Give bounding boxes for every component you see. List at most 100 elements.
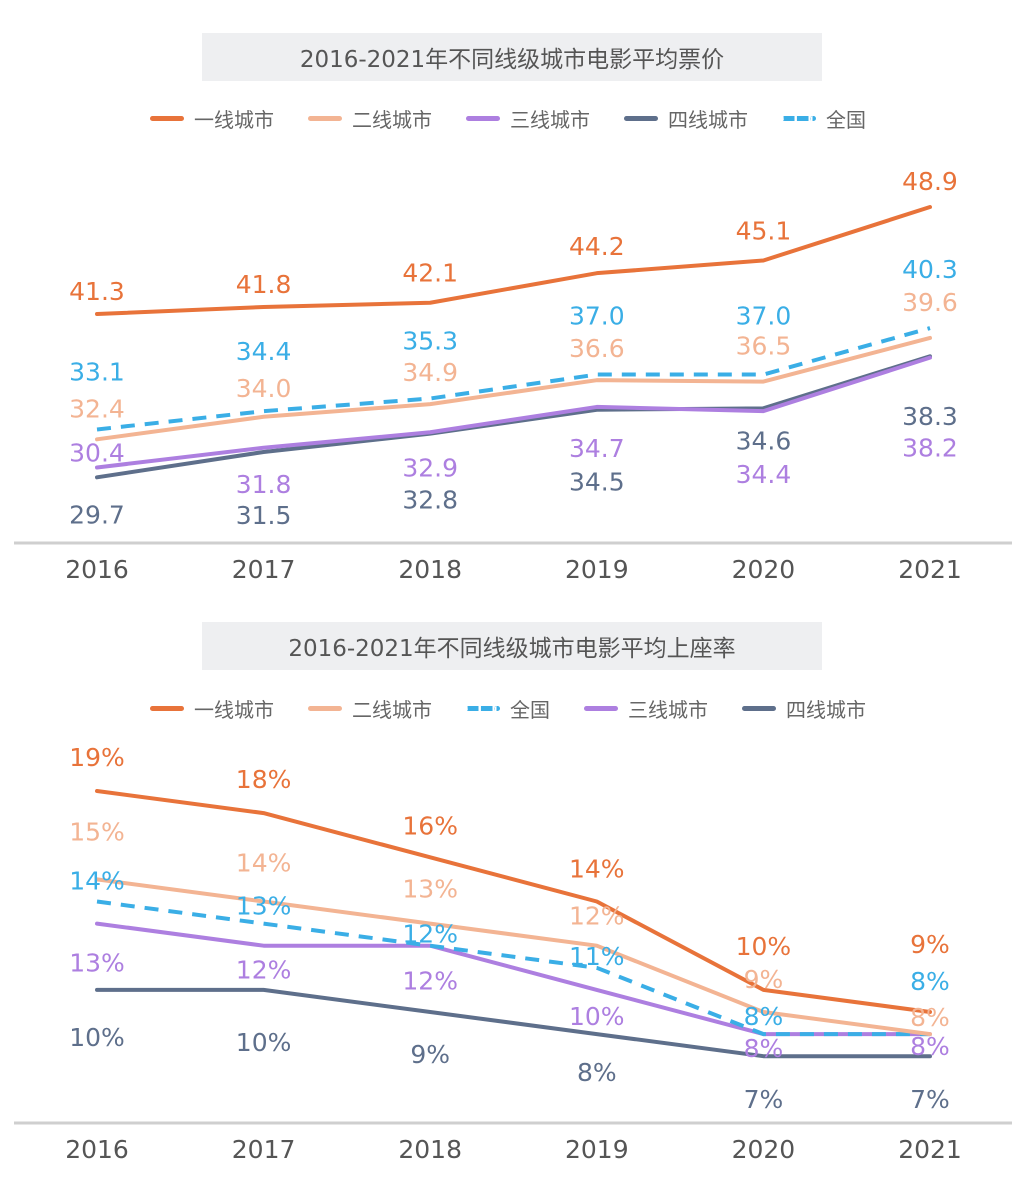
- legend-label: 四线城市: [668, 108, 748, 132]
- data-label: 12%: [569, 902, 625, 931]
- data-label: 29.7: [69, 500, 125, 529]
- data-label: 15%: [69, 817, 125, 846]
- data-label: 18%: [236, 765, 292, 794]
- legend-swatch-icon: [150, 706, 184, 711]
- series-line: [96, 899, 930, 1037]
- data-label: 8%: [744, 1034, 784, 1063]
- legend-label: 全国: [510, 698, 550, 722]
- data-label: 34.9: [402, 358, 458, 387]
- x-tick-label: 2017: [232, 1135, 296, 1164]
- data-label: 10%: [569, 1002, 625, 1031]
- x-tick-label: 2020: [732, 555, 796, 584]
- x-tick-label: 2019: [565, 1135, 629, 1164]
- data-label: 32.4: [69, 394, 125, 423]
- legend-label: 三线城市: [510, 108, 590, 132]
- series-line: [95, 877, 932, 1037]
- x-tick-label: 2018: [398, 1135, 462, 1164]
- data-label: 34.4: [736, 460, 792, 489]
- x-tick-label: 2016: [65, 1135, 129, 1164]
- data-label: 32.8: [402, 486, 458, 515]
- data-label: 13%: [69, 949, 125, 978]
- legend-swatch-icon: [308, 706, 342, 711]
- legend-swatch-icon: [584, 706, 618, 711]
- data-label: 48.9: [902, 167, 958, 196]
- legend-swatch-icon: [624, 116, 658, 121]
- legend-swatch-icon: [782, 116, 816, 121]
- series-line: [95, 921, 932, 1037]
- legend-swatch-icon: [742, 706, 776, 711]
- data-label: 38.2: [902, 434, 958, 463]
- data-label: 37.0: [736, 302, 792, 331]
- data-label: 38.3: [902, 402, 958, 431]
- x-tick-label: 2021: [898, 555, 962, 584]
- data-label: 34.5: [569, 468, 625, 497]
- data-label: 8%: [910, 1003, 950, 1032]
- legend-item[interactable]: 四线城市: [624, 104, 748, 133]
- data-label: 31.5: [236, 501, 292, 530]
- legend-item[interactable]: 全国: [466, 694, 550, 723]
- data-label: 9%: [410, 1040, 450, 1069]
- legend-swatch-icon: [150, 116, 184, 121]
- data-label: 33.1: [69, 357, 125, 386]
- data-label: 32.9: [402, 453, 458, 482]
- data-label: 13%: [236, 892, 292, 921]
- data-label: 12%: [236, 956, 292, 985]
- data-label: 30.4: [69, 438, 125, 467]
- legend-item[interactable]: 全国: [782, 104, 866, 133]
- legend-swatch-icon: [466, 116, 500, 121]
- data-label: 34.7: [569, 434, 625, 463]
- chart-1-title: 2016-2021年不同线级城市电影平均票价: [202, 33, 822, 81]
- data-label: 10%: [736, 932, 792, 961]
- legend-label: 一线城市: [194, 108, 274, 132]
- series-line: [95, 335, 932, 442]
- data-label: 34.4: [236, 337, 292, 366]
- data-label: 41.8: [236, 270, 292, 299]
- series-line: [96, 326, 931, 432]
- x-tick-label: 2021: [898, 1135, 962, 1164]
- data-label: 11%: [569, 942, 625, 971]
- data-label: 10%: [69, 1023, 125, 1052]
- data-label: 10%: [236, 1028, 292, 1057]
- data-label: 14%: [569, 855, 625, 884]
- data-label: 40.3: [902, 255, 958, 284]
- data-label: 8%: [744, 1002, 784, 1031]
- data-label: 13%: [402, 875, 458, 904]
- chart-1: 2016 2017 2018 2019 2020 2021 41.3 41.8 42.1 44.2…: [14, 167, 1012, 584]
- legend-label: 二线城市: [352, 108, 432, 132]
- x-tick-label: 2019: [565, 555, 629, 584]
- series-line: [95, 354, 932, 480]
- legend-item[interactable]: 一线城市: [150, 104, 274, 133]
- legend-label: 二线城市: [352, 698, 432, 722]
- data-label: 31.8: [236, 470, 292, 499]
- data-label: 7%: [910, 1085, 950, 1114]
- data-label: 8%: [910, 967, 950, 996]
- legend-item[interactable]: 四线城市: [742, 694, 866, 723]
- legend-item[interactable]: 二线城市: [308, 694, 432, 723]
- data-label: 12%: [402, 967, 458, 996]
- legend-label: 全国: [826, 108, 866, 132]
- series-line: [95, 355, 932, 470]
- data-label: 42.1: [402, 259, 458, 288]
- data-label: 9%: [744, 965, 784, 994]
- series-line: [95, 987, 932, 1059]
- chart-2-legend: 一线城市 二线城市 全国 三线城市 四线城市: [0, 694, 1016, 723]
- data-label: 8%: [910, 1032, 950, 1061]
- legend-item[interactable]: 三线城市: [584, 694, 708, 723]
- data-label: 12%: [402, 920, 458, 949]
- x-tick-label: 2020: [732, 1135, 796, 1164]
- data-label: 34.6: [736, 426, 792, 455]
- data-label: 7%: [744, 1085, 784, 1114]
- data-label: 9%: [910, 930, 950, 959]
- data-label: 34.0: [236, 374, 292, 403]
- legend-item[interactable]: 三线城市: [466, 104, 590, 133]
- x-tick-label: 2017: [232, 555, 296, 584]
- data-label: 36.5: [736, 332, 792, 361]
- legend-item[interactable]: 一线城市: [150, 694, 274, 723]
- data-label: 39.6: [902, 288, 958, 317]
- data-label: 41.3: [69, 277, 125, 306]
- data-label: 36.6: [569, 334, 625, 363]
- legend-item[interactable]: 二线城市: [308, 104, 432, 133]
- chart-2: 2016 2017 2018 2019 2020 2021 19% 18% 16% 14% 10% 9…: [14, 743, 1012, 1164]
- x-tick-label: 2018: [398, 555, 462, 584]
